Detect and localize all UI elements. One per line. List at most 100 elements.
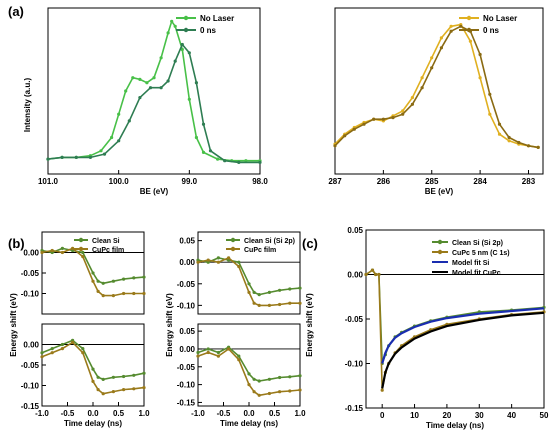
data-point-a-left-0: [180, 47, 184, 52]
data-point-b-left-bottom-0: [50, 347, 54, 351]
data-point-a-right-1: [507, 135, 511, 140]
series-line-c-2: [381, 307, 545, 364]
panel-label-b: (b): [8, 236, 25, 251]
data-point-a-right-1: [488, 92, 492, 96]
data-point-b-left-top-0: [111, 279, 115, 283]
series-line-a-left-0: [47, 20, 260, 162]
x-label-c: Time delay (ns): [426, 421, 484, 430]
legend-label-b-right-top: Clean Si (Si 2p): [244, 238, 295, 245]
data-point-b-left-bottom-1: [96, 388, 100, 392]
series-line-b-right-bottom-1: [197, 348, 301, 397]
data-point-b-right-bottom-1: [252, 390, 256, 394]
legend-label-b-left-top: Clean Si: [92, 238, 120, 245]
x-tick-label-a-right: 284: [473, 177, 487, 186]
legend-marker-b-right-top: [230, 237, 236, 243]
series-layer: [40, 15, 546, 397]
data-point-b-right-top-0: [237, 260, 241, 264]
y-tick-label-b-right-bottom: -0.05: [177, 363, 196, 372]
y-tick-label-b-right-bottom: 0.05: [179, 327, 195, 336]
series-line-b-left-top-0: [41, 247, 145, 285]
x-tick-label-b-right-bottom: -1.0: [191, 409, 205, 418]
plot-frame-b-right-bottom: [197, 323, 301, 407]
y-tick-label-c: -0.10: [345, 360, 364, 369]
data-point-b-right-bottom-1: [227, 347, 231, 351]
legend-label-a-left: No Laser: [200, 14, 234, 23]
plot-frame-a-left: [47, 7, 261, 175]
data-point-c-1: [364, 272, 368, 277]
data-point-a-left-1: [127, 119, 131, 123]
y-tick-label-b-right-top: 0.05: [179, 237, 195, 246]
data-point-a-right-1: [343, 134, 347, 138]
data-point-a-right-0: [420, 76, 424, 80]
data-point-b-right-top-0: [278, 288, 282, 292]
x-tick-label-c: 30: [475, 411, 484, 420]
y-tick-label-b-right-bottom: -0.15: [177, 398, 196, 407]
data-point-c-1: [370, 268, 375, 272]
x-label-b-left-bottom: Time delay (ns): [64, 419, 122, 428]
legend-marker-a-right: [466, 15, 472, 21]
data-point-b-right-bottom-0: [247, 372, 251, 376]
data-point-a-left-1: [194, 81, 198, 85]
data-point-b-right-top-1: [288, 301, 292, 305]
data-point-b-right-top-0: [298, 286, 302, 290]
data-point-b-right-top-0: [252, 290, 256, 294]
data-point-b-left-top-1: [132, 291, 136, 296]
data-point-c-1: [377, 272, 381, 277]
x-tick-label-a-right: 285: [425, 177, 439, 186]
legend-marker-b-left-top: [78, 237, 84, 243]
x-label-b-right-bottom: Time delay (ns): [220, 419, 278, 428]
data-point-b-left-top-1: [96, 289, 100, 293]
data-point-b-left-top-1: [111, 294, 115, 298]
legend-label-c: Clean Si (Si 2p): [452, 240, 503, 247]
axes-a-left: [47, 7, 261, 175]
data-point-b-right-bottom-1: [247, 383, 251, 387]
data-point-b-right-bottom-0: [237, 354, 241, 358]
x-tick-label-c: 40: [507, 411, 516, 420]
data-point-b-right-bottom-1: [288, 389, 292, 393]
data-point-b-left-top-0: [132, 276, 136, 280]
data-point-b-right-top-0: [267, 290, 271, 294]
data-point-b-left-top-0: [96, 279, 100, 283]
legend-marker-c: [437, 239, 443, 245]
data-point-b-left-bottom-1: [122, 388, 126, 392]
data-point-b-right-top-0: [288, 287, 292, 291]
x-tick-label-b-left-bottom: -1.0: [35, 409, 49, 418]
y-tick-label-c: 0.05: [347, 226, 363, 235]
data-point-a-right-1: [362, 122, 366, 126]
data-point-a-left-0: [138, 77, 142, 81]
plot-frame-b-left-bottom: [41, 323, 145, 407]
data-point-b-left-top-0: [91, 271, 95, 275]
data-point-b-left-bottom-0: [132, 373, 136, 377]
data-point-a-left-0: [244, 159, 248, 163]
data-point-b-right-bottom-1: [237, 358, 241, 362]
data-point-a-right-1: [401, 112, 405, 116]
data-point-b-right-top-1: [252, 301, 256, 305]
data-point-b-right-bottom-1: [267, 391, 271, 396]
data-point-a-left-1: [223, 159, 227, 163]
data-point-a-left-1: [208, 149, 213, 153]
data-point-a-left-1: [46, 157, 50, 161]
data-point-b-left-top-1: [101, 294, 105, 298]
legend-marker-b-right-top: [230, 246, 236, 252]
x-tick-label-b-right-bottom: -0.5: [217, 409, 231, 418]
y-tick-label-b-left-top: 0.00: [23, 249, 39, 258]
data-point-a-right-1: [459, 24, 463, 28]
legend-label-c: Model fit Si: [452, 260, 489, 267]
data-point-b-left-bottom-0: [40, 351, 44, 355]
data-point-a-right-0: [401, 109, 405, 113]
y-tick-label-b-left-bottom: -0.15: [21, 402, 40, 411]
data-point-a-right-1: [381, 117, 385, 121]
data-point-b-left-bottom-0: [111, 375, 115, 379]
x-tick-label-a-left: 101.0: [38, 177, 59, 186]
axes-b-left-top: [41, 231, 145, 315]
data-point-a-left-0: [201, 150, 206, 154]
data-point-b-left-bottom-1: [132, 387, 136, 391]
data-point-b-left-bottom-1: [111, 390, 115, 394]
data-point-b-right-top-0: [247, 282, 251, 286]
legend-label-a-left: 0 ns: [200, 26, 217, 35]
y-tick-label-b-right-bottom: -0.10: [177, 381, 196, 390]
plot-frame-b-right-top: [197, 231, 301, 315]
series-line-b-right-top-1: [197, 257, 300, 307]
data-point-b-right-top-0: [216, 256, 220, 260]
